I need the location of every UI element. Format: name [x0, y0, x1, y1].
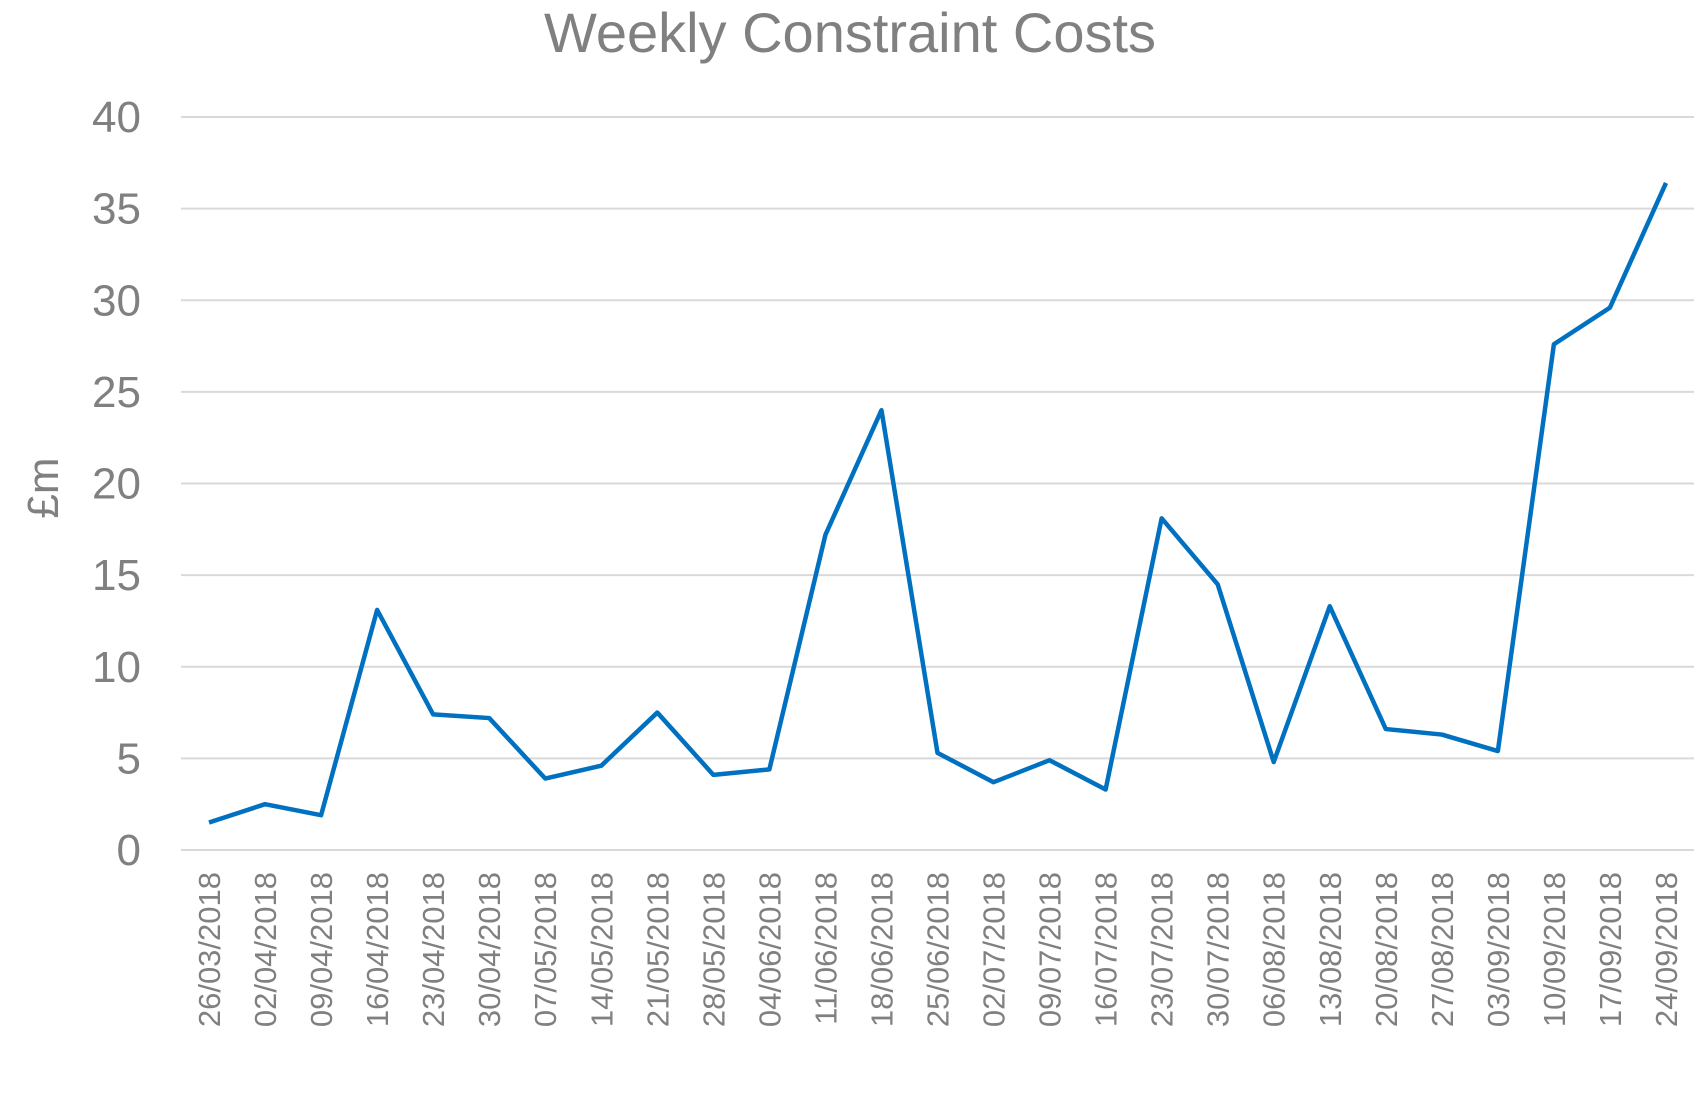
x-tick-label: 10/09/2018 [1537, 872, 1572, 1027]
x-tick-label: 20/08/2018 [1369, 872, 1404, 1027]
data-line [208, 182, 1669, 825]
x-tick-label: 02/04/2018 [248, 872, 283, 1027]
y-tick-label: 40 [92, 93, 141, 142]
y-tick-label: 25 [92, 368, 141, 417]
y-tick-label: 5 [117, 734, 141, 783]
x-tick-label: 21/05/2018 [640, 872, 675, 1027]
x-tick-label: 30/04/2018 [472, 872, 507, 1027]
x-tick-label: 09/07/2018 [1033, 872, 1068, 1027]
x-tick-label: 04/06/2018 [752, 872, 787, 1027]
x-tick-label: 23/07/2018 [1145, 872, 1180, 1027]
x-tick-label: 09/04/2018 [304, 872, 339, 1027]
y-tick-label: 0 [117, 826, 141, 875]
x-tick-label: 03/09/2018 [1481, 872, 1516, 1027]
y-tick-label: 30 [92, 276, 141, 325]
x-tick-label: 07/05/2018 [528, 872, 563, 1027]
x-tick-label: 28/05/2018 [696, 872, 731, 1027]
y-tick-label: 15 [92, 551, 141, 600]
x-tick-label: 27/08/2018 [1425, 872, 1460, 1027]
chart-title: Weekly Constraint Costs [544, 1, 1156, 64]
x-tick-label: 30/07/2018 [1201, 872, 1236, 1027]
y-axis-label: £m [19, 457, 68, 518]
x-tick-label: 16/07/2018 [1089, 872, 1124, 1027]
x-tick-label: 02/07/2018 [977, 872, 1012, 1027]
y-tick-label: 20 [92, 460, 141, 509]
x-tick-label: 16/04/2018 [360, 872, 395, 1027]
y-tick-label: 35 [92, 185, 141, 234]
x-tick-label: 06/08/2018 [1257, 872, 1292, 1027]
x-tick-label: 14/05/2018 [584, 872, 619, 1027]
x-tick-label: 26/03/2018 [192, 872, 227, 1027]
x-tick-label: 13/08/2018 [1313, 872, 1348, 1027]
x-tick-label: 18/06/2018 [864, 872, 899, 1027]
x-tick-label: 25/06/2018 [921, 872, 956, 1027]
y-tick-label: 10 [92, 643, 141, 692]
x-tick-label: 23/04/2018 [416, 872, 451, 1027]
x-tick-label: 24/09/2018 [1649, 872, 1684, 1027]
x-tick-label: 11/06/2018 [808, 872, 843, 1025]
x-tick-label: 17/09/2018 [1593, 872, 1628, 1027]
